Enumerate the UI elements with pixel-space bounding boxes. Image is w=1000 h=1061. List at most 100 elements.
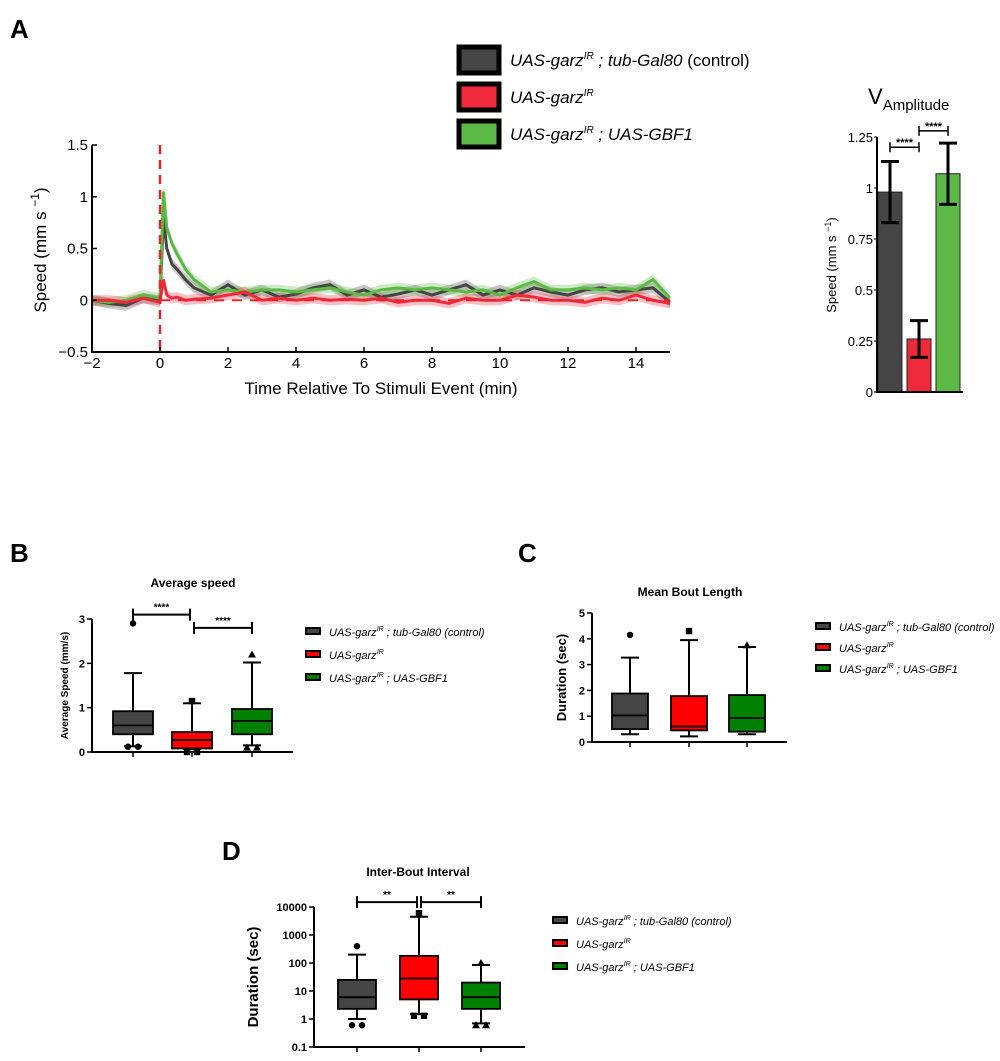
y-axis-label: Duration (sec) xyxy=(245,927,262,1028)
significance-label: **** xyxy=(215,616,231,627)
legend-label: UAS-garzIR xyxy=(839,642,894,655)
y-tick-label: 0.75 xyxy=(848,232,873,247)
y-tick-label: 100 xyxy=(289,958,307,970)
box xyxy=(611,692,649,730)
x-tick-label: 4 xyxy=(292,355,300,372)
y-tick-label: 1.25 xyxy=(848,130,873,145)
error-bar xyxy=(939,141,957,206)
significance-label: ** xyxy=(383,890,391,901)
boxplot-B: **** **** 0 1 2 3 Average speed Average Speed (… xyxy=(60,576,485,759)
legend-swatch xyxy=(456,81,502,113)
legend-swatch xyxy=(305,650,321,658)
whisker xyxy=(124,672,142,748)
chart-title: VAmplitude xyxy=(868,84,949,114)
legend-label: UAS-garzIR ; UAS-GBF1 xyxy=(839,663,958,676)
y-axis-label: Duration (sec) xyxy=(554,634,569,721)
box xyxy=(337,978,377,1010)
outlier-point xyxy=(626,631,634,639)
bar xyxy=(935,173,961,393)
boxplot-C: 0 1 2 3 4 5 Mean Bout Length Duration (sec) UAS-… xyxy=(554,585,995,749)
legend-swatch xyxy=(305,673,321,681)
y-tick-label: 0 xyxy=(79,747,85,759)
box xyxy=(670,695,708,732)
x-tick-label: −2 xyxy=(83,355,100,372)
y-tick-label: 4 xyxy=(579,634,586,646)
legend-label: UAS-garzIR ; UAS-GBF1 xyxy=(510,125,693,144)
legend-swatch xyxy=(815,622,831,630)
significance-bracket xyxy=(356,896,418,909)
chart-title: Inter-Bout Interval xyxy=(366,865,469,879)
outlier-point xyxy=(253,743,261,751)
series-sem-band xyxy=(92,212,670,311)
legend-label: UAS-garzIR ; tub-Gal80 (control) xyxy=(329,626,485,639)
x-tick-label: 8 xyxy=(428,355,436,372)
significance-bracket xyxy=(918,125,949,136)
panel-label-b: B xyxy=(10,538,29,568)
amplitude-bar-chart: **** **** 0 0.25 0.5 0.75 1 1.25 VAmplitude Speed… xyxy=(823,84,963,400)
legend-label: UAS-garzIR ; tub-Gal80 (control) xyxy=(576,915,732,928)
x-tick-label: 6 xyxy=(360,355,368,372)
x-tick-label: 0 xyxy=(156,355,164,372)
y-tick-label: 0 xyxy=(866,385,873,400)
legend-swatch xyxy=(815,664,831,672)
y-tick-label: 0 xyxy=(579,737,585,749)
chart-title: Average speed xyxy=(151,576,236,590)
x-tick-label: 2 xyxy=(224,355,232,372)
legend-swatch xyxy=(815,643,831,651)
y-tick-label: 1.5 xyxy=(67,137,88,154)
legend-label: UAS-garzIR xyxy=(329,649,384,662)
outlier-point xyxy=(420,1012,428,1020)
y-tick-label: 1 xyxy=(79,703,85,715)
legend-label: UAS-garzIR ; tub-Gal80 (control) xyxy=(839,621,995,634)
whisker xyxy=(348,953,366,1020)
outlier-point xyxy=(243,743,251,751)
significance-label: **** xyxy=(896,137,914,149)
outlier-point xyxy=(134,743,142,750)
y-tick-label: 2 xyxy=(579,685,585,697)
box xyxy=(461,981,501,1010)
whisker xyxy=(243,661,261,747)
y-tick-label: 0.1 xyxy=(292,1042,307,1054)
y-tick-label: 3 xyxy=(79,614,85,626)
y-axis-label: Speed (mm s −1) xyxy=(823,217,839,313)
outlier-point xyxy=(353,942,361,950)
y-tick-label: 1 xyxy=(579,711,585,723)
y-tick-label: 1 xyxy=(80,189,88,206)
legend-swatch xyxy=(552,916,568,924)
bar xyxy=(877,191,903,393)
panel-label-d: D xyxy=(222,836,241,866)
significance-bracket xyxy=(132,608,191,621)
box xyxy=(728,694,766,733)
series-line xyxy=(91,217,671,307)
significance-label: **** xyxy=(925,121,943,133)
panel-label-c: C xyxy=(518,538,537,568)
significance-bracket xyxy=(193,621,253,634)
outlier-point xyxy=(415,910,423,917)
error-bar xyxy=(881,159,899,225)
y-tick-label: 0 xyxy=(80,292,88,309)
y-tick-label: 0.25 xyxy=(848,334,873,349)
legend-swatch xyxy=(305,627,321,635)
x-tick-label: 14 xyxy=(628,355,645,372)
y-tick-label: 10000 xyxy=(276,902,307,914)
outlier-point xyxy=(124,743,132,750)
outlier-point xyxy=(482,1021,490,1029)
outlier-point xyxy=(410,1012,418,1020)
significance-label: ** xyxy=(447,890,455,901)
outlier-point xyxy=(472,1021,480,1029)
timecourse-chart: −2 0 2 4 6 8 10 12 14 −0.5 0 0.5 1 1.5 Time Relative T… xyxy=(28,137,672,398)
series-line xyxy=(91,191,672,304)
y-tick-label: 10 xyxy=(295,986,307,998)
boxplot-D: ** ** 0.1 1 10 100 1000 10000 Inter-Bout Interva… xyxy=(245,865,732,1054)
legend-swatch xyxy=(456,44,502,76)
legend-label: UAS-garzIR xyxy=(576,938,631,951)
y-tick-label: 3 xyxy=(579,660,585,672)
box xyxy=(112,710,154,736)
y-tick-label: −0.5 xyxy=(58,344,88,361)
significance-label: **** xyxy=(154,603,170,614)
outlier-point xyxy=(358,1022,366,1029)
significance-bracket xyxy=(889,142,920,153)
outlier-point xyxy=(248,650,256,658)
y-axis-label: Speed (mm s −1) xyxy=(28,187,50,312)
